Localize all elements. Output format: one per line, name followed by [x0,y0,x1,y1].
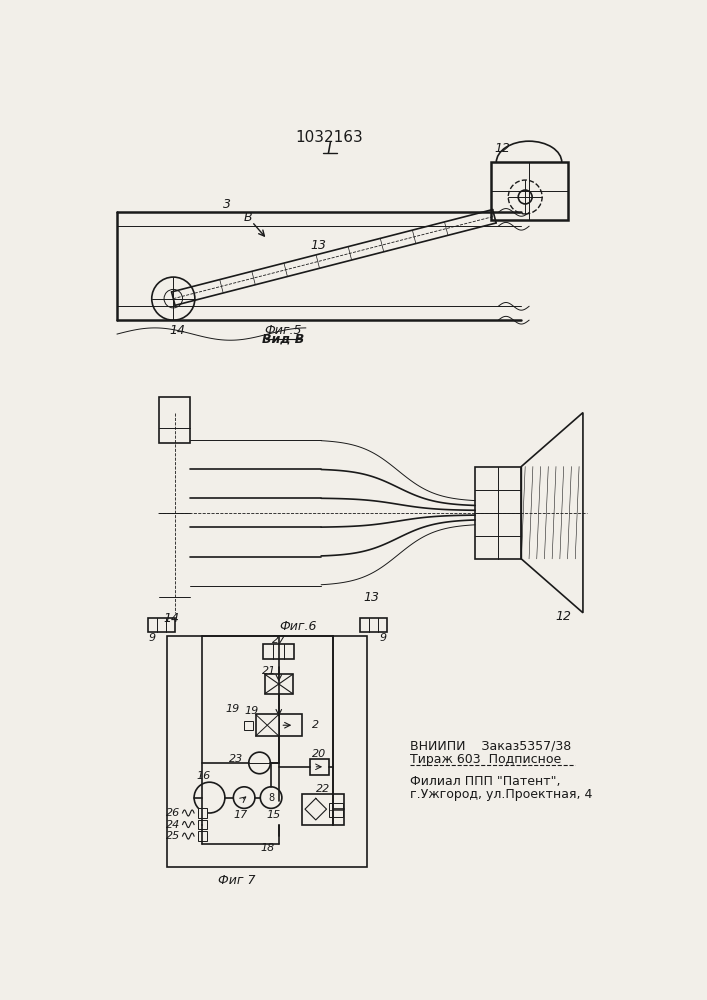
Text: Тираж 603  Подписное: Тираж 603 Подписное [409,753,561,766]
Bar [265,674,293,694]
Bar [310,759,329,774]
Text: 17: 17 [233,810,247,820]
Bar [160,397,190,443]
Bar [475,466,521,559]
Text: 13: 13 [310,239,327,252]
Bar [148,618,175,632]
Text: 16: 16 [197,771,211,781]
Text: 27: 27 [271,635,286,645]
Bar [167,636,368,867]
Text: I: I [327,140,332,158]
Text: г.Ужгород, ул.Проектная, 4: г.Ужгород, ул.Проектная, 4 [409,788,592,801]
Text: 19: 19 [245,706,259,716]
Text: 23: 23 [229,754,244,764]
Text: 18: 18 [260,843,274,853]
Text: 12: 12 [556,610,572,623]
Bar [198,820,207,829]
Text: 26: 26 [166,808,180,818]
Text: 14: 14 [163,612,179,625]
Text: 24: 24 [166,820,180,830]
Bar [360,618,387,632]
Text: 1032163: 1032163 [295,130,363,145]
Bar [329,803,343,817]
Bar [264,644,294,659]
Bar [244,721,253,730]
Text: 3: 3 [223,198,231,211]
Text: Фиг 7: Фиг 7 [218,874,255,887]
Text: Филиал ППП "Патент",: Филиал ППП "Патент", [409,775,560,788]
Text: В: В [244,211,252,224]
Bar [198,808,207,818]
Text: 19: 19 [226,704,240,714]
Bar [491,162,568,220]
Text: Фиг.5: Фиг.5 [264,324,301,337]
Text: 22: 22 [315,784,329,794]
Bar [256,714,302,736]
Text: 15: 15 [267,810,281,820]
Text: 2: 2 [312,720,320,730]
Text: 20: 20 [312,749,326,759]
Text: 14: 14 [169,324,185,337]
Bar [198,831,207,841]
Text: 21: 21 [262,666,276,676]
Text: 25: 25 [166,831,180,841]
Text: 8: 8 [268,793,274,803]
Text: ВНИИПИ    Заказ5357/38: ВНИИПИ Заказ5357/38 [409,740,571,753]
Bar [302,794,344,825]
Text: Фиг.6: Фиг.6 [279,620,317,633]
Text: Вид В: Вид В [262,333,304,346]
Text: 9: 9 [148,633,156,643]
Text: 9: 9 [379,633,386,643]
Text: 12: 12 [494,142,510,155]
Text: 13: 13 [363,591,379,604]
